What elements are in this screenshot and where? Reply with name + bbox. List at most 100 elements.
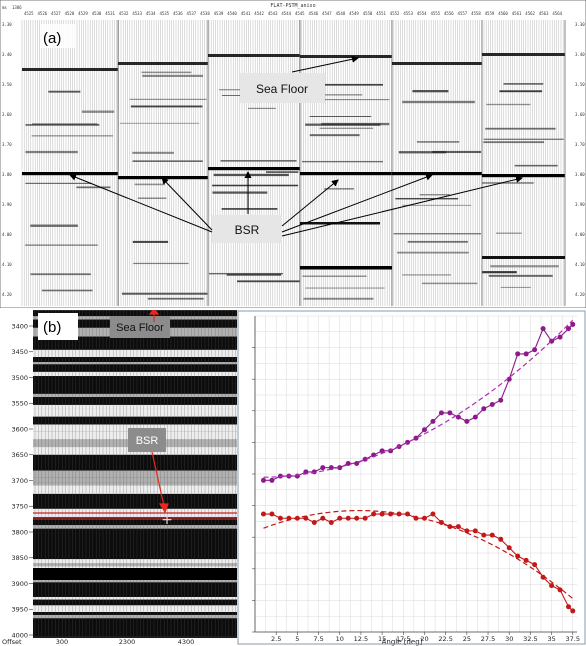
time-label-left: 3.50: [2, 82, 12, 87]
x-tick-label: 10: [336, 635, 344, 643]
offset-tick-label: 2300: [119, 638, 136, 646]
trace-header-label: 4526: [38, 11, 48, 16]
time-label-right: 3.30: [575, 22, 585, 27]
x-tick-label: 12.5: [354, 635, 368, 643]
x-tick-label: 37.5: [566, 635, 580, 643]
trace-header-label: 4558: [471, 11, 481, 16]
bsr-label-b: BSR: [136, 435, 159, 447]
red-arrows: [148, 310, 169, 514]
trace-header-label: 4535: [159, 11, 169, 16]
x-tick-label: 17.5: [396, 635, 410, 643]
x-tick-label: 7.5: [313, 635, 323, 643]
series-point: [506, 376, 512, 382]
trace-header-label: 4539: [214, 11, 224, 16]
series-point: [379, 511, 385, 517]
sea-floor-label-box-b: [110, 316, 170, 338]
series-point: [413, 435, 419, 441]
arrow-bsr-4: [281, 179, 339, 227]
trace-header-label: 4532: [119, 11, 129, 16]
time-label-left: 3.30: [2, 22, 12, 27]
trace-header-label: 4563: [539, 11, 549, 16]
x-tick-label: 35: [547, 635, 555, 643]
time-axis-right: 3.30 3.40 3.50 3.60 3.70 3.80 3.90 4.00 4.10 4.20: [575, 22, 585, 297]
trace-header-label: 4537: [187, 11, 197, 16]
chart-series: [260, 319, 576, 614]
depth-tick-label: 4000: [11, 631, 28, 639]
bsr-label-box: [212, 215, 282, 243]
trace-header-label: 4557: [458, 11, 468, 16]
series-point: [472, 528, 478, 534]
section-title: FLAT-PSTM_aniso: [270, 3, 315, 9]
series-point: [455, 524, 461, 530]
depth-axis: 3400 3450 3500 3550 3600 3650 3700 3750 3800 3850…: [11, 322, 33, 639]
series-point: [260, 511, 266, 517]
depth-tick-label: 3950: [11, 606, 28, 614]
series-point: [570, 321, 576, 327]
series-point: [498, 536, 504, 542]
panel-letter-bg: [40, 24, 76, 48]
avo-chart: 2.5 5 7.5 10 12.5 15 17.5 20 22.5 25 27.5 30 32.5 35 3…: [237, 310, 586, 646]
series-point: [489, 401, 495, 407]
trace-header-label: 4553: [403, 11, 413, 16]
trace-header-label: 4543: [268, 11, 278, 16]
cursor-crosshair-icon: +: [161, 512, 173, 528]
offset-title: Offset: [2, 638, 22, 646]
trace-header-label: 4527: [51, 11, 61, 16]
series-point: [328, 519, 334, 525]
series-point: [515, 553, 521, 559]
time-axis-left: 3.30 3.40 3.50 3.60 3.70 3.80 3.90 4.00 4.10 4.20: [2, 22, 12, 297]
depth-tick-label: 3650: [11, 451, 28, 459]
time-label-right: 3.40: [575, 52, 585, 57]
trace-header-label: 4536: [173, 11, 183, 16]
time-label-left: 4.00: [2, 232, 12, 237]
series-point: [303, 515, 309, 521]
offset-axis: Offset 300 2300 4300: [2, 638, 194, 646]
depth-tick-label: 3500: [11, 374, 28, 382]
series-point: [498, 397, 504, 403]
x-tick-label: 2.5: [271, 635, 281, 643]
series-point: [421, 427, 427, 433]
arrow-bsr-1: [69, 173, 213, 233]
series-point: [320, 515, 326, 521]
depth-tick-label: 3600: [11, 425, 28, 433]
gather-wiggle-bands: [33, 310, 237, 639]
series-point: [447, 410, 453, 416]
arrow-sea-floor: [291, 55, 359, 73]
series-point: [354, 460, 360, 466]
trace-header-label: 4545: [295, 11, 305, 16]
panel-letter-a: (a): [43, 30, 61, 47]
series-point: [311, 519, 317, 525]
panel-b-avo-chart: 2.5 5 7.5 10 12.5 15 17.5 20 22.5 25 27.5 30 32.5 35 3…: [237, 310, 586, 646]
seismic-section-a: FLAT-PSTM_aniso ms 1386 4525 4526 4527 4528…: [0, 0, 586, 308]
series-point: [277, 515, 283, 521]
series-point: [515, 351, 521, 357]
arrow-bsr-5: [281, 173, 433, 233]
series-point: [557, 334, 563, 340]
trace-header-row: 4525 4526 4527 4528 4529 4530 4531 4532 4533 4534…: [24, 11, 563, 16]
trace-header-label: 4534: [146, 11, 156, 16]
series-point: [337, 515, 343, 521]
panel-letter-bg-b: [38, 313, 78, 340]
sea-floor-label-box: [240, 73, 325, 103]
bsr-label-box-b: [128, 428, 166, 452]
trace-header-label: 4529: [78, 11, 88, 16]
trace-header-label: 4530: [92, 11, 102, 16]
depth-tick-label: 3550: [11, 400, 28, 408]
time-label-right: 3.80: [575, 172, 585, 177]
series-point: [532, 562, 538, 568]
series-point: [566, 326, 572, 332]
series-point: [481, 532, 487, 538]
offset-tick-label: 4300: [178, 638, 195, 646]
x-axis-title: Angle [deg]: [382, 638, 423, 646]
time-label-left: 3.60: [2, 112, 12, 117]
depth-tick-label: 3450: [11, 348, 28, 356]
depth-tick-label: 3800: [11, 528, 28, 536]
series-point: [464, 528, 470, 534]
series-point: [260, 477, 266, 483]
trace-header-label: 4559: [485, 11, 495, 16]
trace-header-label: 4540: [227, 11, 237, 16]
trace-header-label: 4552: [390, 11, 400, 16]
series-point: [269, 511, 275, 517]
series-point: [523, 351, 529, 357]
series-point: [371, 511, 377, 517]
